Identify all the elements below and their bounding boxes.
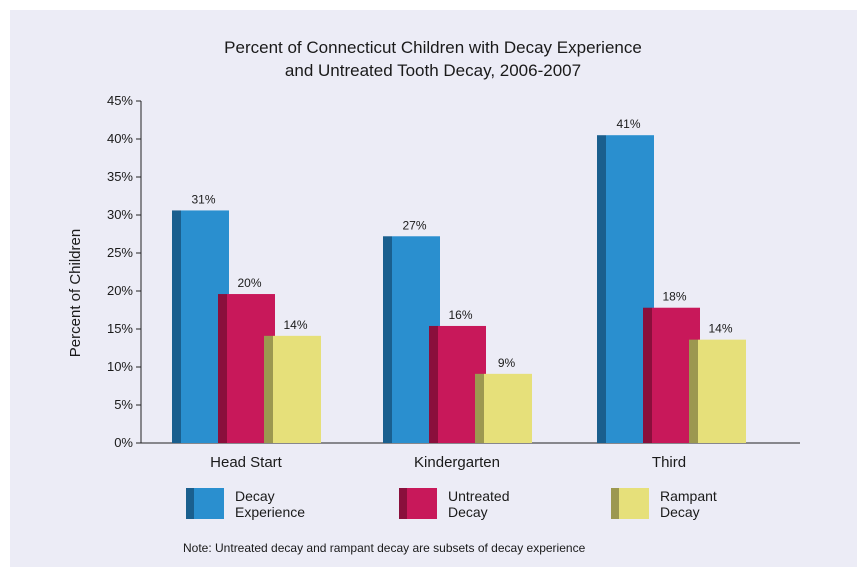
chart-panel: Percent of Connecticut Children with Dec… <box>10 10 857 567</box>
legend-swatch-decay-experience <box>194 488 224 519</box>
legend-swatch-side <box>611 488 619 519</box>
bar-side <box>689 339 698 443</box>
x-category-label: Third <box>652 454 686 471</box>
legend: DecayExperienceUntreatedDecayRampantDeca… <box>186 488 717 520</box>
data-label: 41% <box>616 117 640 131</box>
y-tick-label: 40% <box>107 131 133 146</box>
bar-side <box>218 294 227 443</box>
data-label: 31% <box>191 192 215 206</box>
bar-side <box>429 325 438 443</box>
bar-rampant-decay <box>698 339 746 443</box>
plot-area: 0% 5% 10% 15% 20% 25% 30% 35% 40% 45% 31% 20% 14% Hea… <box>107 93 800 471</box>
legend-label: Untreated <box>448 488 509 504</box>
y-tick-label: 25% <box>107 245 133 260</box>
legend-label: Rampant <box>660 488 717 504</box>
bar-chart: Percent of Connecticut Children with Dec… <box>67 38 800 555</box>
y-tick-label: 15% <box>107 321 133 336</box>
legend-label: Experience <box>235 504 305 520</box>
legend-swatch-side <box>186 488 194 519</box>
data-label: 16% <box>448 308 472 322</box>
data-label: 14% <box>283 318 307 332</box>
y-tick-label: 5% <box>114 397 133 412</box>
y-tick-label: 0% <box>114 435 133 450</box>
bar-side <box>172 210 181 443</box>
y-tick-label: 45% <box>107 93 133 108</box>
chart-title-line-1: Percent of Connecticut Children with Dec… <box>224 38 642 57</box>
data-label: 14% <box>708 322 732 336</box>
data-label: 9% <box>498 356 516 370</box>
x-category-label: Head Start <box>210 454 283 471</box>
legend-label: Decay <box>235 488 275 504</box>
legend-swatch-rampant-decay <box>619 488 649 519</box>
data-label: 18% <box>662 290 686 304</box>
y-tick-label: 10% <box>107 359 133 374</box>
legend-swatch-side <box>399 488 407 519</box>
y-tick-label: 20% <box>107 283 133 298</box>
data-label: 20% <box>237 276 261 290</box>
bar-side <box>475 373 484 443</box>
legend-swatch-untreated-decay <box>407 488 437 519</box>
x-category-label: Kindergarten <box>414 454 500 471</box>
bar-side <box>597 135 606 443</box>
y-axis-title: Percent of Children <box>67 229 84 357</box>
bar-side <box>643 307 652 443</box>
y-tick-label: 30% <box>107 207 133 222</box>
data-label: 27% <box>402 218 426 232</box>
legend-label: Decay <box>660 504 700 520</box>
bar-rampant-decay <box>273 335 321 443</box>
legend-label: Decay <box>448 504 488 520</box>
bar-side <box>264 335 273 443</box>
bar-rampant-decay <box>484 373 532 443</box>
y-tick-label: 35% <box>107 169 133 184</box>
chart-title-line-2: and Untreated Tooth Decay, 2006-2007 <box>285 61 581 80</box>
footnote: Note: Untreated decay and rampant decay … <box>183 541 586 555</box>
bar-side <box>383 236 392 443</box>
